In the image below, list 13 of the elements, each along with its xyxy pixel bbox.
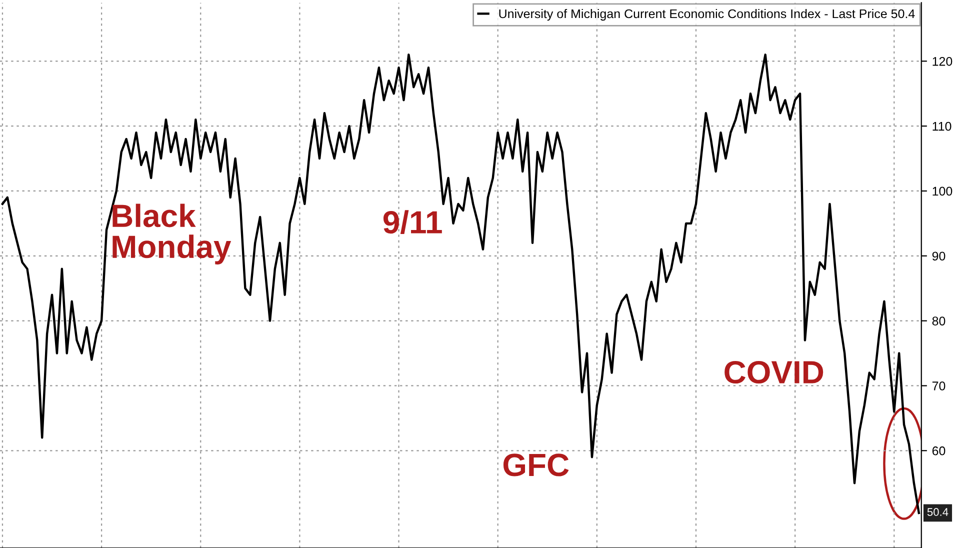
text: 50.4: [927, 508, 948, 516]
y-tick-label: 80: [932, 316, 946, 326]
y-tick-label: 60: [932, 446, 946, 456]
annotation: COVID: [724, 360, 824, 384]
y-tick-label: 100: [932, 186, 952, 196]
y-tick-label: 120: [932, 56, 952, 66]
y-tick-label: 70: [932, 382, 946, 390]
annotation: GFC: [503, 454, 569, 476]
legend-label: University of Michigan Current Economic Conditions Index - Last Price 50.4: [499, 8, 915, 21]
y-tick-label: 90: [932, 252, 946, 261]
annotation: Black Monday: [112, 204, 232, 264]
y-tick-label: 110: [932, 122, 952, 131]
annotation: 9/11: [383, 210, 442, 234]
